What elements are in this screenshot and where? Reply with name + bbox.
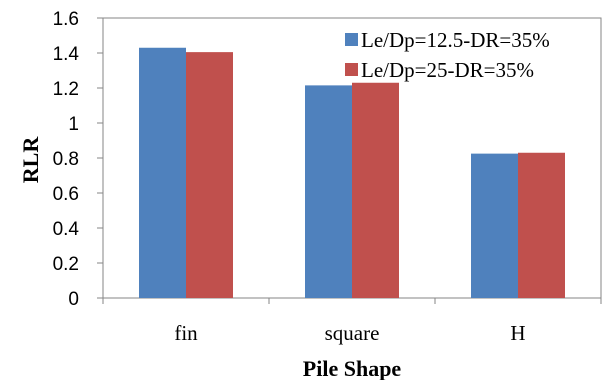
legend: Le/Dp=12.5-DR=35% Le/Dp=25-DR=35% xyxy=(345,28,550,82)
x-tick-label: square xyxy=(325,321,380,345)
bar xyxy=(518,152,565,298)
x-axis: fin square H xyxy=(102,297,602,345)
legend-swatch xyxy=(345,63,358,76)
y-tick-label: 1.4 xyxy=(53,44,80,65)
y-tick-label: 1.2 xyxy=(53,79,79,100)
bar xyxy=(305,85,352,298)
bar xyxy=(471,153,518,298)
x-tick-label: fin xyxy=(174,321,198,345)
legend-swatch xyxy=(345,33,358,46)
x-tick-label: H xyxy=(510,321,525,345)
y-tick-label: 0.8 xyxy=(53,149,79,170)
x-axis-title: Pile Shape xyxy=(303,356,402,380)
y-axis-title: RLR xyxy=(18,136,43,184)
y-axis: 0 0.2 0.4 0.6 0.8 1 1.2 1.4 1.6 xyxy=(53,9,104,310)
bar xyxy=(186,52,233,298)
legend-label: Le/Dp=25-DR=35% xyxy=(361,58,534,82)
bar xyxy=(352,82,399,298)
legend-label: Le/Dp=12.5-DR=35% xyxy=(361,28,550,52)
y-tick-label: 0.6 xyxy=(53,184,79,205)
y-tick-label: 0 xyxy=(68,289,79,310)
y-tick-label: 1.6 xyxy=(53,9,79,30)
y-tick-label: 0.4 xyxy=(53,219,80,240)
y-tick-label: 1 xyxy=(68,114,79,135)
bar xyxy=(139,47,186,298)
bars-group xyxy=(139,47,565,298)
y-tick-label: 0.2 xyxy=(53,254,79,275)
